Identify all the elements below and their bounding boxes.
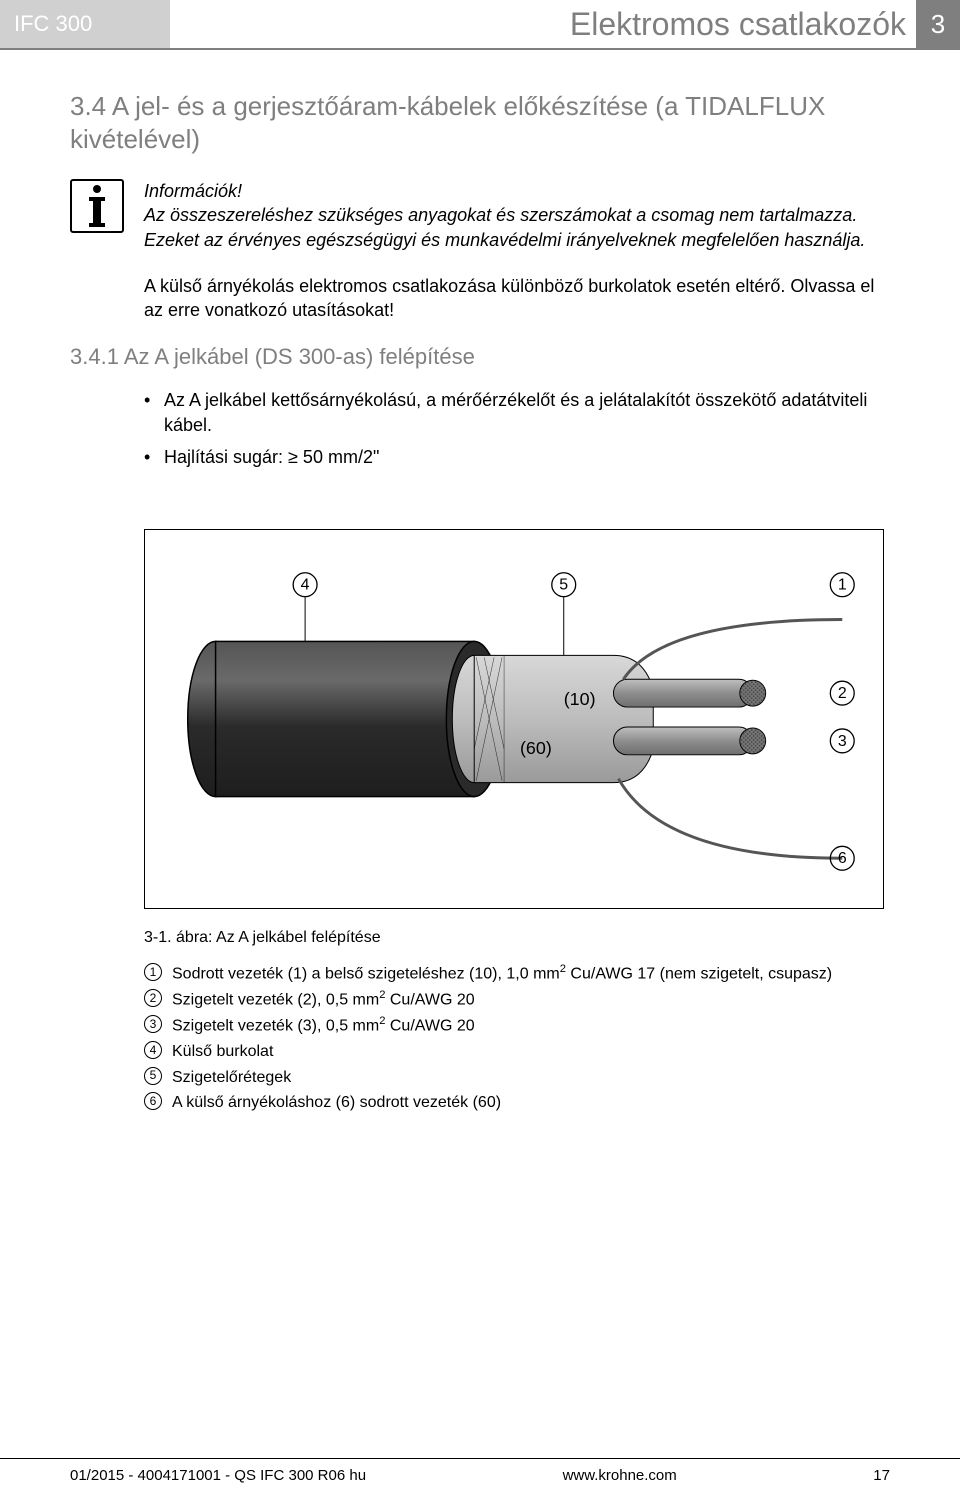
info-title: Információk! (144, 179, 890, 203)
legend-row: 4 Külső burkolat (144, 1039, 890, 1065)
legend-text: Külső burkolat (172, 1039, 273, 1065)
callout-1: 1 (838, 577, 847, 594)
content-area: 3.4 A jel- és a gerjesztőáram-kábelek el… (0, 50, 960, 1116)
legend-row: 2 Szigetelt vezeték (2), 0,5 mm2 Cu/AWG … (144, 987, 890, 1013)
legend-row: 1 Sodrott vezeték (1) a belső szigetelés… (144, 961, 890, 987)
info-text: Információk! Az összeszereléshez szükség… (144, 179, 890, 252)
footer-left: 01/2015 - 4004171001 - QS IFC 300 R06 hu (70, 1467, 366, 1484)
callout-4: 4 (301, 577, 310, 594)
legend-num: 2 (144, 989, 162, 1007)
figure-legend: 1 Sodrott vezeték (1) a belső szigetelés… (144, 961, 890, 1116)
footer-center: www.krohne.com (563, 1467, 677, 1484)
section-heading: 3.4 A jel- és a gerjesztőáram-kábelek el… (70, 90, 890, 155)
legend-num: 4 (144, 1041, 162, 1059)
legend-text: Szigetelt vezeték (2), 0,5 mm2 Cu/AWG 20 (172, 987, 475, 1013)
figure-cable-diagram: (10) (60) 4 5 (144, 529, 884, 909)
page: IFC 300 Elektromos csatlakozók 3 3.4 A j… (0, 0, 960, 1512)
chapter-number: 3 (916, 0, 960, 48)
callout-3: 3 (838, 733, 847, 750)
legend-num: 3 (144, 1015, 162, 1033)
callout-5: 5 (559, 577, 568, 594)
legend-text: Sodrott vezeték (1) a belső szigeteléshe… (172, 961, 832, 987)
footer-right: 17 (873, 1467, 890, 1484)
doc-code: IFC 300 (0, 0, 170, 48)
bullet-list: Az A jelkábel kettősárnyékolású, a mérőé… (144, 388, 890, 469)
subsection-heading: 3.4.1 Az A jelkábel (DS 300-as) felépíté… (70, 344, 890, 370)
list-item: Az A jelkábel kettősárnyékolású, a mérőé… (144, 388, 890, 437)
legend-row: 5 Szigetelőrétegek (144, 1065, 890, 1091)
page-header: IFC 300 Elektromos csatlakozók 3 (0, 0, 960, 48)
legend-num: 5 (144, 1067, 162, 1085)
paragraph: A külső árnyékolás elektromos csatlakozá… (144, 274, 890, 323)
wire-label-60: (60) (520, 738, 552, 758)
legend-num: 6 (144, 1092, 162, 1110)
wire-label-10: (10) (564, 689, 596, 709)
info-body: Az összeszereléshez szükséges anyagokat … (144, 205, 865, 249)
legend-text: A külső árnyékoláshoz (6) sodrott vezeté… (172, 1090, 501, 1116)
legend-text: Szigetelt vezeték (3), 0,5 mm2 Cu/AWG 20 (172, 1013, 475, 1039)
chapter-title: Elektromos csatlakozók (170, 0, 916, 48)
legend-num: 1 (144, 963, 162, 981)
figure-caption: 3-1. ábra: Az A jelkábel felépítése (144, 929, 890, 947)
info-icon (70, 179, 124, 233)
info-box: Információk! Az összeszereléshez szükség… (70, 179, 890, 252)
legend-row: 3 Szigetelt vezeték (3), 0,5 mm2 Cu/AWG … (144, 1013, 890, 1039)
callout-2: 2 (838, 685, 847, 702)
legend-row: 6 A külső árnyékoláshoz (6) sodrott veze… (144, 1090, 890, 1116)
list-item: Hajlítási sugár: ≥ 50 mm/2" (144, 445, 890, 469)
page-footer: 01/2015 - 4004171001 - QS IFC 300 R06 hu… (0, 1458, 960, 1484)
callout-6: 6 (838, 851, 847, 868)
legend-text: Szigetelőrétegek (172, 1065, 291, 1091)
